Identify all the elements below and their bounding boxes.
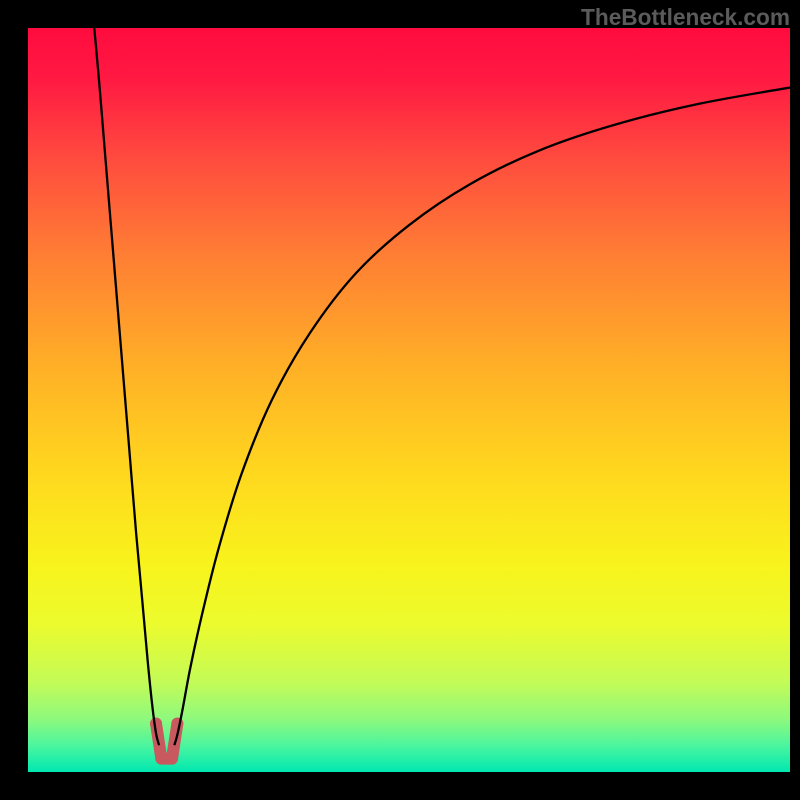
plot-area (28, 28, 790, 772)
plot-svg (28, 28, 790, 772)
frame-left (0, 0, 28, 800)
curve-right-branch (174, 88, 790, 746)
curve-left-branch (94, 28, 159, 745)
watermark-text: TheBottleneck.com (581, 4, 790, 31)
frame-right (790, 0, 800, 800)
frame-bottom (0, 772, 800, 800)
